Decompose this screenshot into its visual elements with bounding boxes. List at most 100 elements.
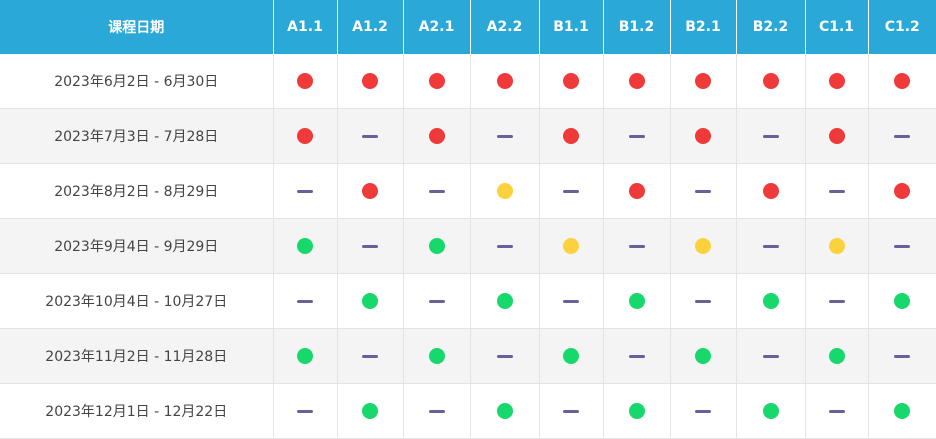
table-header: 课程日期 A1.1 A1.2 A2.1 A2.2 B1.1 B1.2 B2.1 B2.2 C1.… (0, 0, 936, 54)
availability-cell (736, 383, 806, 439)
column-header-course-date: 课程日期 (0, 0, 274, 54)
red-dot-icon (828, 128, 845, 144)
availability-cell (603, 163, 671, 219)
availability-cell (868, 383, 936, 439)
dash-icon (894, 134, 911, 138)
red-dot-icon (894, 73, 911, 89)
green-dot-icon (628, 403, 645, 419)
availability-cell (736, 54, 806, 109)
availability-cell (805, 218, 869, 274)
course-date-cell: 2023年8月2日 - 8月29日 (0, 163, 274, 219)
green-dot-icon (563, 348, 579, 364)
availability-cell (603, 54, 671, 109)
dash-icon (362, 134, 378, 138)
availability-cell (337, 54, 404, 109)
red-dot-icon (563, 128, 579, 144)
availability-cell (403, 163, 471, 219)
dash-icon (428, 299, 445, 303)
dash-icon (563, 189, 579, 193)
availability-cell (868, 108, 936, 164)
red-dot-icon (695, 128, 711, 144)
course-date-cell: 2023年7月3日 - 7月28日 (0, 108, 274, 164)
red-dot-icon (297, 73, 313, 89)
availability-cell (470, 328, 540, 384)
dash-icon (563, 299, 579, 303)
dash-icon (695, 299, 711, 303)
availability-cell (337, 218, 404, 274)
table-row: 2023年10月4日 - 10月27日 (0, 273, 936, 329)
red-dot-icon (828, 73, 845, 89)
dash-icon (894, 354, 911, 358)
dash-icon (496, 244, 513, 248)
table-body: 2023年6月2日 - 6月30日 2023年7月3日 - 7月28日 2023年8… (0, 54, 936, 439)
green-dot-icon (894, 403, 911, 419)
availability-cell (273, 273, 338, 329)
availability-cell (670, 328, 737, 384)
availability-cell (539, 218, 604, 274)
column-header-level: A2.2 (470, 0, 540, 54)
availability-cell (470, 218, 540, 274)
course-date-cell: 2023年10月4日 - 10月27日 (0, 273, 274, 329)
availability-cell (805, 273, 869, 329)
dash-icon (297, 299, 313, 303)
availability-cell (273, 383, 338, 439)
availability-cell (805, 163, 869, 219)
green-dot-icon (496, 293, 513, 309)
column-header-level: A1.1 (273, 0, 338, 54)
dash-icon (628, 134, 645, 138)
dash-icon (695, 409, 711, 413)
yellow-dot-icon (828, 238, 845, 254)
green-dot-icon (428, 238, 445, 254)
dash-icon (894, 244, 911, 248)
availability-cell (273, 163, 338, 219)
availability-cell (736, 163, 806, 219)
availability-cell (670, 163, 737, 219)
availability-cell (805, 328, 869, 384)
green-dot-icon (828, 348, 845, 364)
availability-cell (273, 328, 338, 384)
availability-cell (603, 383, 671, 439)
red-dot-icon (563, 73, 579, 89)
availability-cell (736, 108, 806, 164)
availability-cell (539, 273, 604, 329)
red-dot-icon (628, 73, 645, 89)
red-dot-icon (762, 183, 779, 199)
availability-cell (805, 54, 869, 109)
availability-cell (736, 218, 806, 274)
availability-cell (868, 54, 936, 109)
availability-cell (603, 328, 671, 384)
availability-cell (868, 328, 936, 384)
availability-cell (403, 54, 471, 109)
course-date-cell: 2023年6月2日 - 6月30日 (0, 54, 274, 109)
dash-icon (762, 354, 779, 358)
availability-cell (337, 383, 404, 439)
availability-cell (337, 273, 404, 329)
column-header-level: A2.1 (403, 0, 471, 54)
availability-cell (539, 108, 604, 164)
dash-icon (297, 189, 313, 193)
table-row: 2023年12月1日 - 12月22日 (0, 383, 936, 439)
course-date-cell: 2023年11月2日 - 11月28日 (0, 328, 274, 384)
availability-cell (403, 328, 471, 384)
dash-icon (762, 134, 779, 138)
header-row: 课程日期 A1.1 A1.2 A2.1 A2.2 B1.1 B1.2 B2.1 B2.2 C1.… (0, 0, 936, 54)
dash-icon (362, 244, 378, 248)
column-header-level: B2.1 (670, 0, 737, 54)
red-dot-icon (695, 73, 711, 89)
table-row: 2023年11月2日 - 11月28日 (0, 328, 936, 384)
availability-cell (805, 383, 869, 439)
availability-cell (337, 163, 404, 219)
dash-icon (563, 409, 579, 413)
availability-cell (805, 108, 869, 164)
green-dot-icon (428, 348, 445, 364)
availability-cell (736, 328, 806, 384)
column-header-level: C1.2 (868, 0, 936, 54)
yellow-dot-icon (563, 238, 579, 254)
dash-icon (828, 409, 845, 413)
dash-icon (762, 244, 779, 248)
dash-icon (628, 244, 645, 248)
availability-cell (868, 163, 936, 219)
table-row: 2023年8月2日 - 8月29日 (0, 163, 936, 219)
red-dot-icon (428, 128, 445, 144)
